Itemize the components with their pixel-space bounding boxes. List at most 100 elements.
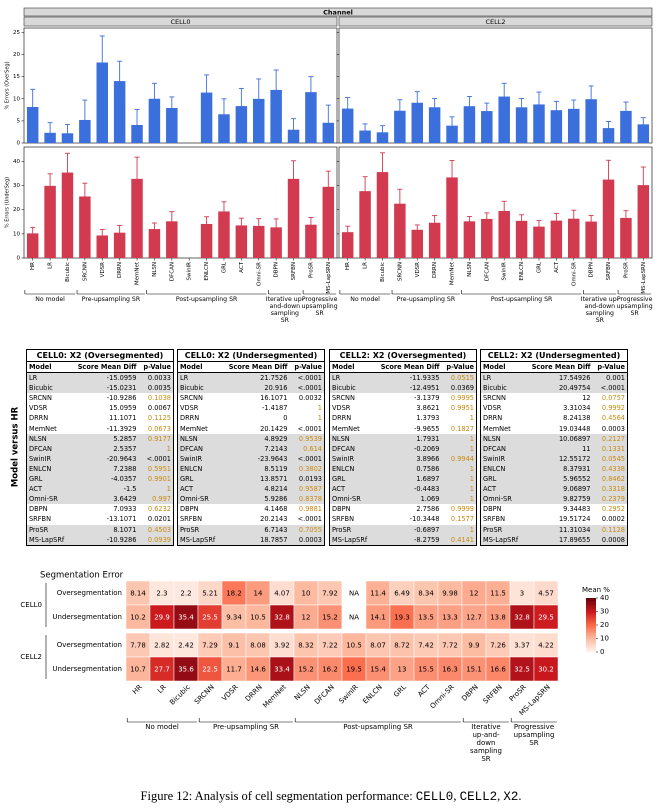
table-cell: 10.06897 xyxy=(523,433,593,444)
y-tick-label: 25 xyxy=(13,30,20,36)
heatmap-cell xyxy=(389,632,415,658)
table-cell: 3.31034 xyxy=(563,404,591,413)
column-header: Score Mean Diff xyxy=(523,362,593,374)
error-bar xyxy=(221,201,227,222)
y-tick-label: 20 xyxy=(13,52,20,58)
heatmap-cell xyxy=(509,656,535,682)
table-cell: 0.0002 xyxy=(601,515,625,524)
x-tick-label: Bicubic xyxy=(65,262,71,282)
heatmap-cell xyxy=(485,632,511,658)
error-bar xyxy=(623,101,629,121)
cell-label: 4.57 xyxy=(538,590,554,598)
table-cell: 0.9177 xyxy=(138,433,173,444)
table-cell: 0 xyxy=(283,414,288,423)
column-header: Model xyxy=(330,362,373,374)
table-cell: Omni-SR xyxy=(481,494,524,505)
colorbar-tick-label: 40 xyxy=(600,594,609,602)
error-bar xyxy=(238,217,244,234)
heatmap-cell xyxy=(485,656,511,682)
table-cell: GRL xyxy=(481,474,524,485)
table-cell: 0.0032 xyxy=(298,394,322,403)
x-tick-label: NLSN xyxy=(152,262,158,277)
table-cell: DRRN xyxy=(332,414,352,423)
table-cell: 0.9587 xyxy=(289,484,324,495)
table-row: ProSR 8.1071 0.4503 xyxy=(27,524,173,535)
error-bar xyxy=(291,160,297,198)
table-cell: 0.0008 xyxy=(592,534,627,545)
bar xyxy=(61,172,74,258)
group-label: SR xyxy=(481,755,490,763)
error-bar xyxy=(47,122,53,144)
column-header: Score Mean Diff xyxy=(69,362,139,374)
colorbar-step xyxy=(586,638,596,641)
table-cell: NLSN xyxy=(481,433,524,444)
bar xyxy=(113,81,126,143)
colorbar-step xyxy=(586,634,596,637)
colorbar-step xyxy=(586,622,596,624)
error-bar xyxy=(553,100,559,120)
error-bar xyxy=(623,210,629,226)
heatmap-cell xyxy=(485,580,511,606)
error-bar xyxy=(414,91,420,115)
cell-label: 9.1 xyxy=(228,642,239,650)
bar xyxy=(637,124,650,143)
cell-label: 15.2 xyxy=(298,666,314,674)
colorbar-step xyxy=(586,620,596,623)
cell-label: 8.14 xyxy=(130,590,146,598)
table-cell: <.0001 xyxy=(138,453,173,464)
bar xyxy=(235,225,248,258)
bar xyxy=(287,178,300,258)
table-cell: 1 xyxy=(441,443,476,454)
bar xyxy=(550,220,563,258)
table-row: ENLCN 8.37931 0.4338 xyxy=(481,463,627,475)
cell-label: 7.42 xyxy=(418,642,434,650)
group-label: upsampling xyxy=(617,303,653,310)
error-bar xyxy=(256,218,262,234)
table-cell: <.0001 xyxy=(297,515,322,524)
table-row: ProSR 11.31034 0.1128 xyxy=(481,524,627,535)
table-cell: -4.0357 xyxy=(69,474,139,485)
table-cell: 3.8966 xyxy=(372,453,442,464)
group-label: Progressive xyxy=(617,296,653,303)
y-tick-label: 10 xyxy=(13,231,20,237)
heatmap-cell xyxy=(173,656,199,682)
header-row: Model Score Mean Diff p-Value xyxy=(330,362,476,374)
group-label: SR xyxy=(630,310,639,317)
bar xyxy=(481,111,493,143)
table-row: NLSN 4.8929 0.9539 xyxy=(178,433,324,444)
caption-part: , xyxy=(497,789,503,803)
bar xyxy=(148,229,161,258)
group-label: Progressive xyxy=(514,723,554,731)
table-cell: DFCAN xyxy=(330,443,373,454)
table-cell: LR xyxy=(330,372,373,384)
table-cell: 1 xyxy=(441,433,476,444)
table-cell: 0.1038 xyxy=(147,394,171,403)
x-tick-label: Bicubic xyxy=(380,262,386,282)
table-cell: SwinIR xyxy=(330,453,373,464)
x-tick-label: SRFBN xyxy=(291,262,297,280)
table-cell: MS-LapSRf xyxy=(330,534,373,545)
header-row: Model Score Mean Diff p-Value xyxy=(178,362,324,374)
colorbar-step xyxy=(586,629,596,631)
table-cell: 4.1468 xyxy=(264,505,288,514)
heatmap-cell xyxy=(461,604,487,630)
facet-strip xyxy=(23,16,338,27)
table-cell: ENLCN xyxy=(330,463,373,475)
bar xyxy=(253,225,265,258)
table-row: DBPN 7.0933 0.6232 xyxy=(27,504,173,514)
group-label: SR xyxy=(529,739,538,747)
table-cell: 13.8571 xyxy=(220,474,290,485)
table-cell: ACT xyxy=(481,484,524,495)
bar xyxy=(585,99,597,143)
colorbar-step xyxy=(586,637,596,639)
bar xyxy=(322,186,335,258)
error-bar xyxy=(379,125,385,140)
caption-part: . xyxy=(518,789,521,803)
heatmap-cell xyxy=(461,632,487,658)
table-cell: 11.31034 xyxy=(523,524,593,535)
table-side-label: Model versus HR xyxy=(11,406,21,487)
x-tick-label: SRFBN xyxy=(482,683,504,705)
caption: Figure 12: Analysis of cell segmentation… xyxy=(141,789,522,804)
table-cell: 0.1128 xyxy=(592,524,627,535)
group-label: upsampling xyxy=(514,731,555,739)
